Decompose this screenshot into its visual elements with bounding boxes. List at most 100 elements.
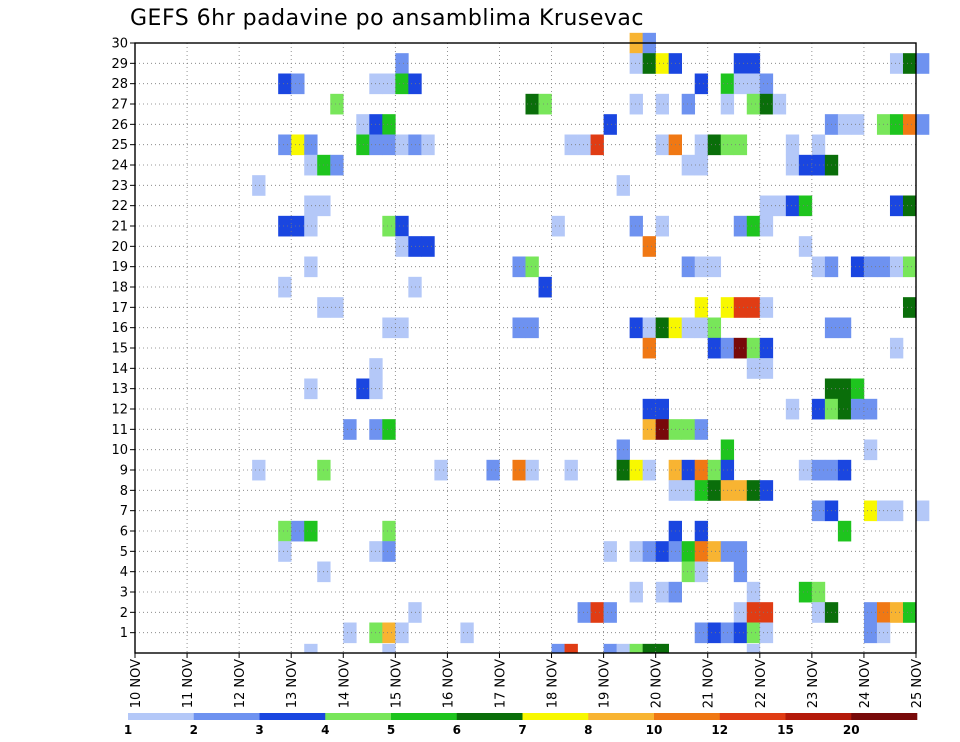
y-tick-label: 19 [111,260,128,275]
heatmap-cell [590,602,604,623]
y-tick-label: 21 [111,220,128,235]
heatmap-cell [837,317,852,339]
heatmap-cell [889,256,904,278]
y-tick-label: 22 [111,199,128,214]
x-tick-label: 10 NOV [129,659,144,708]
heatmap-cell [395,215,409,237]
heatmap-cell [382,317,396,339]
heatmap-cell [733,337,748,359]
heatmap-cell [759,622,774,644]
heatmap-cell [642,398,656,420]
heatmap-cell [681,561,696,583]
legend-label: 10 [646,723,663,737]
heatmap-cell [629,53,643,74]
heatmap-cell [278,520,292,542]
heatmap-cell [551,215,565,237]
heatmap-cell [681,256,696,278]
heatmap-cell [811,459,826,481]
y-tick-label: 25 [111,138,128,153]
heatmap-cell [889,337,904,359]
heatmap-cell [694,622,709,644]
x-tick-label: 11 NOV [181,659,196,708]
heatmap-cell [538,93,552,115]
heatmap-cell [902,114,917,135]
legend-swatch [456,713,523,720]
y-tick-label: 29 [111,57,128,72]
y-tick-label: 18 [111,281,128,296]
heatmap-cell [837,114,852,135]
heatmap-cell [681,480,696,501]
heatmap-cell [811,398,826,420]
y-tick-label: 4 [120,565,128,580]
y-tick-label: 17 [111,301,128,316]
heatmap-cell [304,154,318,176]
heatmap-cell [746,93,761,115]
heatmap-cell [538,276,552,298]
heatmap-cell [707,256,722,278]
heatmap-cell [694,317,709,339]
legend-swatch [654,713,721,720]
x-tick-label: 20 NOV [650,659,665,708]
heatmap-cell [759,358,774,379]
heatmap-cell [343,419,357,440]
x-tick-label: 23 NOV [806,659,821,708]
heatmap-cell [850,256,865,278]
y-tick-label: 24 [111,159,128,174]
heatmap-cell [382,520,396,542]
heatmap-cell [707,337,722,359]
heatmap-cell [746,297,761,318]
heatmap-cell [642,541,656,562]
heatmap-cell [278,134,292,156]
heatmap-cell [382,73,396,95]
heatmap-cell [681,317,696,339]
heatmap-cell [902,602,917,623]
x-tick-label: 13 NOV [285,659,300,708]
heatmap-cell [525,93,539,115]
heatmap-cell [629,459,643,481]
heatmap-cell [785,134,800,156]
heatmap-cell [304,643,318,654]
heatmap-cell [330,297,344,318]
heatmap-cell [382,114,396,135]
heatmap-cell [395,73,409,95]
heatmap-cell [252,459,266,481]
heatmap-cell [291,520,305,542]
legend-label: 4 [321,723,329,737]
heatmap-cell [642,53,656,74]
heatmap-cell [681,419,696,440]
x-tick-label: 18 NOV [546,659,561,708]
heatmap-cell [811,134,826,156]
heatmap-cell [850,114,865,135]
heatmap-cell [746,73,761,95]
heatmap-cell [642,337,656,359]
heatmap-cell [629,317,643,339]
y-tick-label: 3 [120,586,128,601]
heatmap-cell [785,398,800,420]
heatmap-cell [785,154,800,176]
heatmap-cell [694,256,709,278]
heatmap-cell [889,500,904,522]
y-tick-label: 23 [111,179,128,194]
legend-label: 12 [711,723,728,737]
legend-swatch [719,713,786,720]
heatmap-cell [629,541,643,562]
heatmap-cell [278,541,292,562]
heatmap-cell [525,317,539,339]
legend-label: 15 [777,723,794,737]
x-tick-label: 24 NOV [858,659,873,708]
heatmap-cell [343,622,357,644]
heatmap-cell [733,215,748,237]
heatmap-cell [694,297,709,318]
heatmap-cell [356,378,370,400]
heatmap-cell [837,520,852,542]
heatmap-cell [629,581,643,603]
heatmap-cell [616,643,630,654]
heatmap-cell [694,459,709,481]
heatmap-cell [733,541,748,562]
x-tick-label: 25 NOV [910,659,925,708]
y-tick-label: 9 [120,464,128,479]
heatmap-cell [837,378,852,400]
heatmap-cell [694,134,709,156]
heatmap-cell [304,215,318,237]
